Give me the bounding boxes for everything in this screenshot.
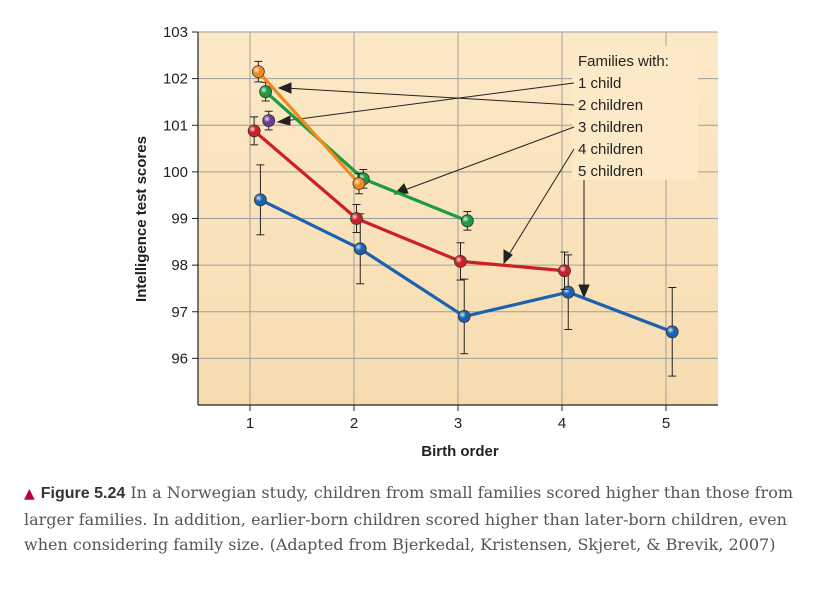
y-tick-label: 102 (163, 71, 188, 88)
series-line (253, 129, 565, 273)
y-tick-label: 98 (171, 257, 188, 274)
legend-backdrop (572, 46, 698, 180)
caption-text: In a Norwegian study, children from smal… (24, 483, 793, 554)
legend-entry-3-children: 3 children (578, 119, 643, 136)
data-point-highlight (354, 242, 367, 255)
x-tick-label: 5 (662, 415, 670, 432)
arrow-1-child (283, 82, 575, 122)
data-point-highlight (262, 114, 275, 127)
data-point-highlight (352, 177, 365, 190)
data-point-highlight (254, 193, 267, 206)
series-2-children (251, 60, 366, 195)
legend-entry-2-children: 2 children (578, 97, 643, 114)
triangle-icon: ▲ (24, 486, 35, 502)
legend: Families with: 1 child 2 children 3 chil… (276, 46, 698, 299)
arrowhead-4-children (503, 249, 513, 265)
x-axis-title: Birth order (421, 443, 499, 460)
legend-entry-5-children: 5 children (578, 163, 643, 180)
data-point-highlight (350, 212, 363, 225)
x-tick-label: 1 (246, 415, 254, 432)
data-point-highlight (259, 85, 272, 98)
y-tick-label: 100 (163, 164, 188, 181)
data-point-highlight (454, 255, 467, 268)
series-layer (247, 60, 679, 377)
birth-order-chart: 96 97 98 99 100 101 102 103 1 2 3 4 5 Intelligence … (133, 24, 718, 460)
legend-title: Families with: (578, 53, 669, 70)
data-point-highlight (558, 264, 571, 277)
x-tick-labels: 1 2 3 4 5 (246, 415, 670, 432)
arrow-4-children (507, 148, 575, 257)
data-point-highlight (458, 310, 471, 323)
series-1-child (262, 110, 276, 131)
y-tick-label: 97 (171, 304, 188, 321)
data-point-highlight (666, 325, 679, 338)
figure-label: Figure 5.24 (40, 485, 126, 502)
legend-entry-4-children: 4 children (578, 141, 643, 158)
y-tick-label: 96 (171, 350, 188, 367)
y-tick-label: 103 (163, 24, 188, 41)
y-axis-title: Intelligence test scores (133, 136, 150, 302)
figure-caption: ▲ Figure 5.24 In a Norwegian study, child… (24, 480, 814, 557)
series-4-children (247, 116, 571, 290)
series-line (257, 70, 361, 185)
x-tick-label: 4 (558, 415, 566, 432)
x-tick-label: 2 (350, 415, 358, 432)
legend-arrows (276, 82, 590, 299)
legend-entry-1-child: 1 child (578, 75, 621, 92)
y-tick-label: 99 (171, 211, 188, 228)
x-tick-label: 3 (454, 415, 462, 432)
data-point-highlight (252, 65, 265, 78)
series-5-children (253, 164, 679, 377)
data-point-highlight (461, 214, 474, 227)
arrow-2-children (284, 87, 575, 106)
axes (192, 31, 718, 411)
arrowhead-2-children (277, 82, 292, 94)
arrowhead-1-child (276, 115, 291, 126)
arrowhead-5-children (578, 284, 590, 299)
y-tick-label: 101 (163, 117, 188, 134)
arrow-3-children (401, 126, 575, 192)
y-tick-labels: 96 97 98 99 100 101 102 103 (163, 24, 188, 367)
data-point-highlight (248, 124, 261, 137)
